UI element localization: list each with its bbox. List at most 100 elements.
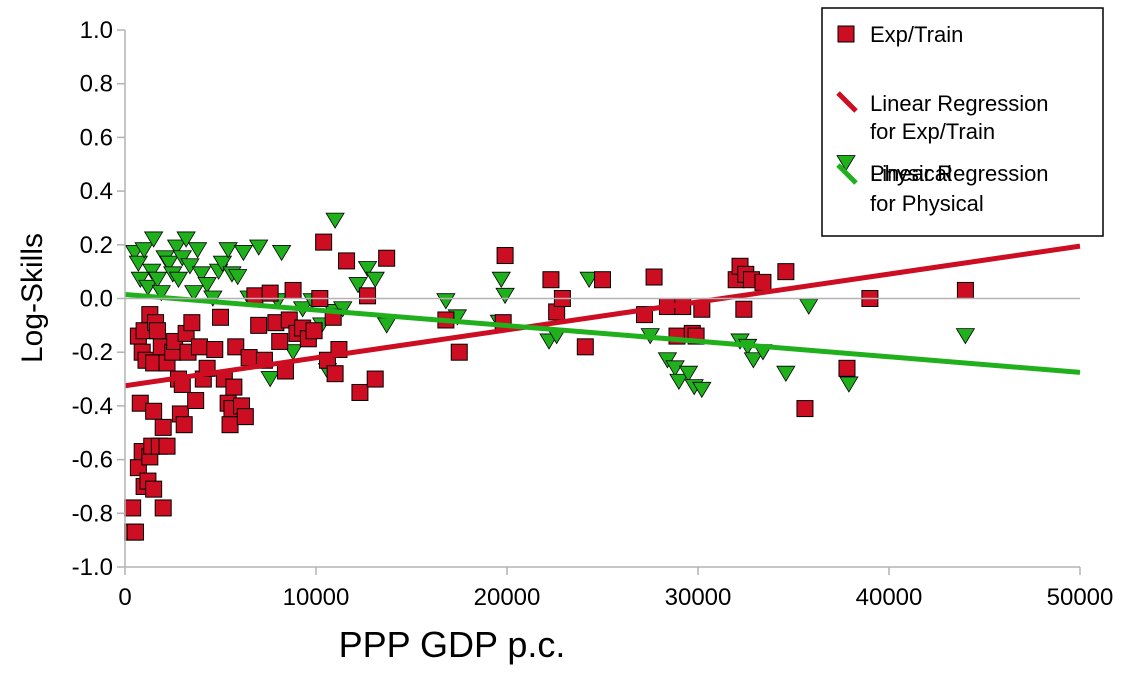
exp-train-point [576, 338, 594, 356]
exp-train-point [246, 287, 264, 305]
y-tick-label: 1.0 [80, 17, 113, 44]
physical-point [187, 242, 208, 259]
physical-point [348, 277, 368, 294]
exp-train-point [206, 341, 224, 359]
physical-point [669, 373, 689, 391]
y-tick-label: -0.6 [72, 447, 113, 474]
physical-point [657, 352, 678, 369]
exp-train-point [284, 281, 302, 299]
exp-train-point [366, 370, 384, 388]
legend-label-regression-exp-line2: for Exp/Train [870, 119, 995, 144]
physical-point [491, 271, 511, 288]
physical-point [191, 266, 212, 283]
physical-point [692, 381, 712, 399]
exp-train-point [145, 402, 163, 420]
exp-train-point [594, 271, 611, 289]
exp-train-point [183, 314, 201, 332]
exp-train-point [338, 252, 356, 270]
exp-train-point [212, 308, 229, 326]
physical-point [176, 231, 196, 248]
y-tick-label: -0.8 [72, 500, 113, 527]
physical-point [357, 261, 378, 278]
legend-label-regression-phys-line1: Linear Regression [870, 161, 1049, 186]
exp-train-point [542, 271, 560, 289]
exp-train-point [450, 343, 468, 361]
y-tick-label: 0.0 [80, 286, 113, 313]
exp-train-point [777, 263, 795, 281]
legend-label-regression-phys-line2: for Physical [870, 191, 984, 216]
exp-train-point [227, 338, 245, 356]
physical-point [260, 371, 280, 388]
physical-point [248, 239, 269, 256]
exp-train-point [261, 284, 279, 302]
physical-point [233, 244, 254, 262]
physical-point [376, 317, 397, 334]
exp-train-point [221, 416, 239, 434]
legend-swatch-regression-exp [836, 91, 858, 113]
physical-point [142, 263, 162, 280]
y-tick-label: 0.6 [80, 124, 113, 151]
physical-point [776, 365, 796, 382]
y-tick-label: -0.4 [72, 393, 113, 420]
physical-point [218, 242, 238, 259]
exp-train-point [754, 273, 772, 291]
exp-train-point [645, 268, 663, 286]
exp-train-point [236, 408, 254, 426]
exp-train-point [175, 416, 193, 434]
physical-point [227, 269, 248, 286]
y-tick-label: -0.2 [72, 339, 113, 366]
physical-point [495, 287, 515, 305]
axes [117, 29, 1081, 575]
exp-train-point [359, 287, 377, 305]
x-tick-label: 10000 [283, 584, 350, 611]
physical-point [130, 271, 150, 288]
exp-train-point [158, 437, 176, 455]
exp-train-point [250, 316, 268, 334]
physical-point [365, 271, 385, 288]
exp-train-point [145, 480, 163, 498]
y-tick-label: 0.2 [80, 232, 113, 259]
physical-point [197, 277, 217, 294]
x-tick-label: 40000 [856, 584, 923, 611]
physical-point [128, 255, 149, 272]
regression-line-physical [124, 291, 1081, 375]
legend: Exp/Train Linear Regression for Exp/Trai… [821, 7, 1104, 237]
legend-label-exp-train: Exp/Train [870, 22, 963, 47]
legend-swatch-regression-physical [836, 163, 858, 185]
physical-point [839, 376, 859, 393]
physical-point [184, 285, 204, 302]
x-axis-title: PPP GDP p.c. [339, 624, 566, 665]
physical-point [166, 239, 187, 256]
physical-point [172, 250, 193, 267]
exp-train-point [351, 383, 369, 401]
exp-train-point [315, 233, 333, 251]
regression-line-exp-train [124, 243, 1081, 389]
physical-point [151, 285, 171, 302]
physical-point [743, 352, 764, 369]
legend-label-physical: Physical [870, 161, 952, 186]
physical-point [799, 298, 819, 315]
exp-train-point [796, 400, 814, 418]
y-tick-label: -1.0 [72, 554, 113, 581]
physical-point [325, 212, 345, 229]
exp-train-point [496, 247, 514, 265]
plot-area [124, 212, 1081, 541]
physical-point [678, 365, 699, 382]
physical-point [271, 244, 292, 262]
physical-point [212, 255, 233, 272]
exp-train-point [148, 322, 166, 340]
exp-train-point [127, 523, 145, 541]
physical-point [955, 328, 976, 345]
physical-point [143, 231, 164, 248]
exp-train-point [378, 249, 396, 267]
exp-train-point [190, 338, 208, 356]
x-tick-label: 30000 [665, 584, 732, 611]
exp-train-point [225, 378, 243, 396]
x-tick-label: 50000 [1047, 584, 1114, 611]
physical-point [168, 271, 189, 288]
legend-label-regression-exp-line1: Linear Regression [870, 91, 1049, 116]
physical-point [579, 271, 599, 288]
exp-train-point [154, 499, 172, 517]
physical-point [138, 279, 158, 297]
